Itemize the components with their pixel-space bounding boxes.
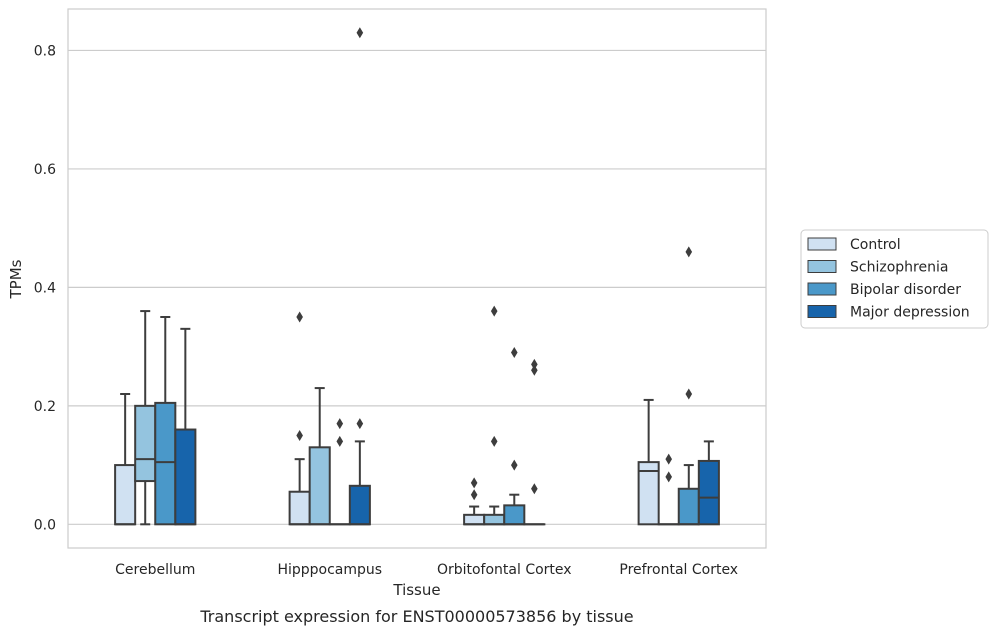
y-tick-label: 0.4 <box>34 280 56 296</box>
legend-swatch <box>807 237 837 251</box>
box-3-1 <box>657 453 680 526</box>
box-body <box>697 459 720 526</box>
legend-label: Schizophrenia <box>850 260 948 276</box>
boxes <box>114 27 720 526</box>
outlier-point <box>490 435 498 447</box>
y-tick-label: 0.2 <box>34 399 56 415</box>
box-body <box>503 504 526 526</box>
outlier-point <box>685 388 693 400</box>
outlier-point <box>685 246 693 258</box>
outlier-point <box>510 459 518 471</box>
y-tick-label: 0.6 <box>34 162 56 178</box>
outlier-point <box>336 435 344 447</box>
box-0-2 <box>154 316 177 526</box>
box-body <box>308 446 331 526</box>
box-3-2 <box>677 246 700 526</box>
box-1-3 <box>348 27 371 526</box>
outlier-point <box>470 477 478 489</box>
x-tick-labels: Cerebellum Hipppocampus Orbitofontal Corte… <box>115 562 738 578</box>
legend-label: Bipolar disorder <box>850 282 961 298</box>
legend-frame <box>800 229 989 329</box>
outlier-point <box>356 418 364 430</box>
y-tick-label: 0.0 <box>34 517 56 533</box>
box-body <box>134 404 157 483</box>
outlier-point <box>356 27 364 39</box>
box-2-1 <box>483 305 506 526</box>
outlier-point <box>531 358 538 370</box>
y-axis-title: TPMs <box>7 259 25 299</box>
box-0-0 <box>114 393 137 526</box>
outlier-point <box>665 453 673 465</box>
x-tick-label: Prefrontal Cortex <box>619 562 738 578</box>
box-0-3 <box>174 327 197 526</box>
x-tick-label: Hipppocampus <box>277 562 382 578</box>
outlier-point <box>531 364 538 376</box>
outlier-point <box>470 489 478 501</box>
legend-label: Control <box>850 237 901 253</box>
outlier-point <box>665 471 673 483</box>
box-body <box>677 487 700 526</box>
x-tick-label: Cerebellum <box>115 562 195 578</box>
x-tick-label: Orbitofontal Cortex <box>437 562 572 578</box>
box-1-2 <box>328 418 351 526</box>
outlier-point <box>336 418 344 430</box>
legend-label: Major depression <box>850 305 970 321</box>
box-0-1 <box>134 310 157 526</box>
box-2-2 <box>503 347 526 526</box>
outlier-point <box>490 305 498 317</box>
legend: Control Schizophrenia Bipolar disorder Majo… <box>800 229 989 329</box>
box-body <box>463 513 486 526</box>
box-1-1 <box>308 387 331 526</box>
y-tick-label: 0.8 <box>34 43 56 59</box>
box-body <box>174 428 197 526</box>
box-2-0 <box>463 477 486 526</box>
box-3-0 <box>637 398 660 526</box>
box-body <box>114 464 137 526</box>
legend-swatch <box>807 260 837 273</box>
legend-swatch <box>807 282 837 296</box>
outlier-point <box>531 483 538 495</box>
box-2-3 <box>523 358 546 526</box>
chart-caption: Transcript expression for ENST0000057385… <box>199 607 633 626</box>
legend-swatch <box>807 305 837 318</box>
box-body <box>288 490 311 526</box>
outlier-point <box>296 429 303 441</box>
x-axis-title: Tissue <box>392 581 440 599</box>
box-body <box>154 401 177 526</box>
outlier-point <box>296 311 303 323</box>
plot-frame <box>67 8 767 549</box>
box-body <box>637 461 660 526</box>
box-1-0 <box>288 311 311 526</box>
y-tick-labels: 0.0 0.2 0.4 0.6 0.8 <box>34 43 56 533</box>
box-body <box>348 484 371 526</box>
box-3-3 <box>697 440 720 526</box>
box-body <box>483 513 506 526</box>
outlier-point <box>510 347 518 359</box>
